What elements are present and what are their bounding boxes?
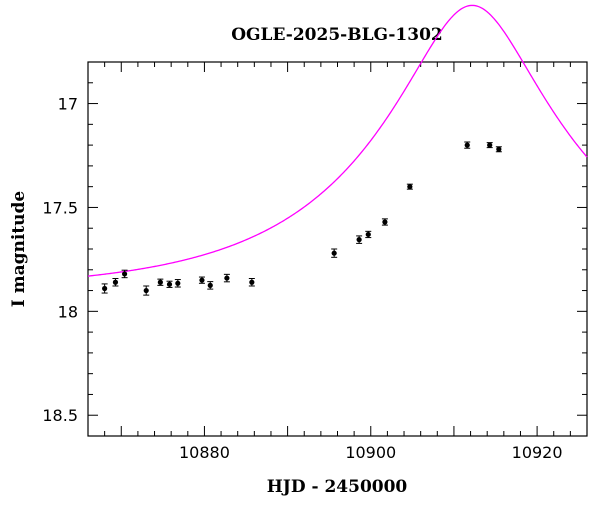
data-point [121, 269, 128, 279]
chart-title: OGLE-2025-BLG-1302 [231, 25, 443, 45]
data-marker [496, 146, 502, 152]
data-point [248, 278, 255, 287]
data-point [101, 283, 108, 294]
data-point [406, 183, 413, 190]
x-axis-label: HJD - 2450000 [267, 477, 408, 497]
data-point [112, 278, 119, 287]
data-point [495, 146, 502, 153]
data-marker [121, 271, 128, 277]
data-point [143, 285, 150, 296]
data-marker [331, 250, 337, 256]
data-point [464, 141, 471, 149]
data-marker [224, 275, 230, 281]
tick-labels: 10880 10900 10920 17 17.5 18 18.5 [42, 95, 562, 462]
data-marker [464, 142, 470, 148]
y-tick-label: 17.5 [42, 198, 78, 217]
data-point [331, 248, 338, 258]
data-marker [249, 279, 255, 285]
x-tick-label: 10920 [512, 443, 563, 462]
data-marker [382, 219, 388, 225]
data-marker [365, 231, 371, 238]
data-point [356, 235, 363, 244]
y-tick-label: 17 [58, 95, 78, 114]
tick-marks [87, 61, 588, 437]
data-point [166, 280, 173, 288]
data-point [207, 281, 214, 290]
y-tick-label: 18.5 [42, 406, 78, 425]
data-marker [407, 184, 413, 190]
data-marker [157, 279, 163, 285]
data-marker [487, 142, 493, 148]
data-point [486, 142, 493, 149]
data-marker [199, 277, 205, 283]
data-point [365, 230, 372, 239]
data-point [223, 273, 230, 283]
x-tick-label: 10900 [345, 443, 396, 462]
data-point [198, 276, 205, 284]
data-marker [112, 279, 119, 285]
data-points-layer [101, 141, 502, 296]
data-point [157, 278, 164, 286]
data-marker [102, 285, 108, 292]
data-marker [356, 237, 362, 243]
model-curve-layer [87, 4, 588, 277]
plot-frame [87, 61, 588, 437]
data-marker [143, 287, 149, 294]
data-point [381, 218, 388, 226]
y-tick-label: 18 [58, 302, 78, 321]
data-point [174, 279, 181, 288]
model-curve [87, 4, 588, 277]
y-axis-label: I magnitude [9, 191, 29, 308]
data-marker [175, 280, 181, 286]
data-marker [207, 282, 213, 288]
data-marker [166, 281, 173, 287]
x-tick-label: 10880 [179, 443, 230, 462]
